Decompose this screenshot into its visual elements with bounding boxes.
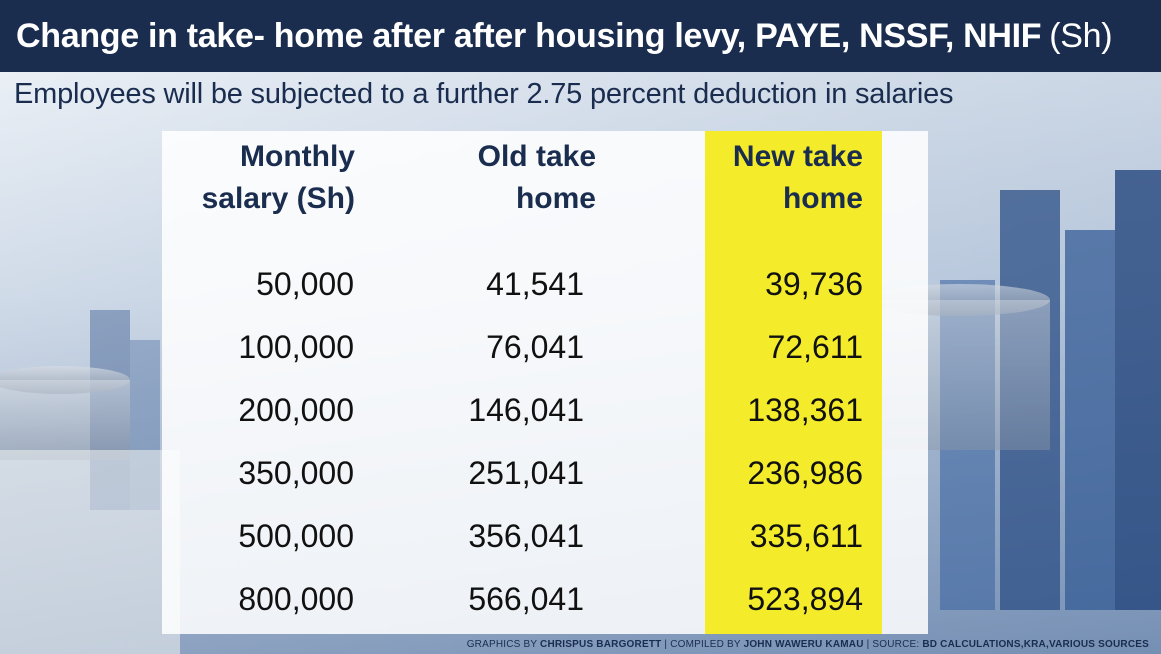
cell-new-take-home: 72,611 xyxy=(767,329,864,365)
cell-new-take-home: 523,894 xyxy=(747,581,863,617)
cell-old-take-home: 251,041 xyxy=(468,455,584,491)
cell-new-take-home: 335,611 xyxy=(749,518,863,554)
cell-new-take-home: 39,736 xyxy=(765,266,863,302)
credits: GRAPHICS BY CHRISPUS BARGORETT | COMPILE… xyxy=(467,639,1149,650)
credit-source-name: BD CALCULATIONS,KRA,VARIOUS SOURCES xyxy=(922,639,1149,650)
cell-salary: 800,000 xyxy=(238,581,354,617)
credit-graphics-prefix: GRAPHICS BY xyxy=(466,639,538,650)
cell-new-take-home: 138,361 xyxy=(747,392,863,428)
chart-title: Change in take- home after after housing… xyxy=(16,16,1042,55)
cell-new-take-home: 236,986 xyxy=(747,455,863,491)
header-line: Monthly xyxy=(240,140,355,173)
cell-salary: 100,000 xyxy=(238,329,354,365)
credit-graphics-name: CHRISPUS BARGORETT xyxy=(540,639,662,650)
header-line: salary (Sh) xyxy=(201,182,355,215)
cell-old-take-home: 41,541 xyxy=(486,266,584,302)
credit-compiled-name: JOHN WAWERU KAMAU xyxy=(743,639,864,650)
cell-salary: 500,000 xyxy=(238,518,354,554)
cell-old-take-home: 356,041 xyxy=(468,518,584,554)
header-line: home xyxy=(515,182,596,215)
credit-source-prefix: | SOURCE: xyxy=(866,639,920,650)
header-line: home xyxy=(782,182,863,215)
title-bar: Change in take- home after after housing… xyxy=(0,0,1161,72)
cell-old-take-home: 566,041 xyxy=(468,581,584,617)
chart-title-unit: (Sh) xyxy=(1049,16,1113,55)
highlight-column xyxy=(705,131,882,634)
column-header-old: Old take home xyxy=(420,136,596,220)
column-header-new: New take home xyxy=(690,136,863,220)
header-line: Old take xyxy=(477,140,596,173)
cell-salary: 350,000 xyxy=(238,455,354,491)
cell-salary: 50,000 xyxy=(256,266,354,302)
chart-subtitle: Employees will be subjected to a further… xyxy=(14,78,954,110)
cell-old-take-home: 76,041 xyxy=(486,329,584,365)
cell-salary: 200,000 xyxy=(238,392,354,428)
header-line: New take xyxy=(732,140,863,173)
credit-compiled-prefix: | COMPILED BY xyxy=(664,639,741,650)
cell-old-take-home: 146,041 xyxy=(468,392,584,428)
column-header-salary: Monthly salary (Sh) xyxy=(150,136,355,220)
